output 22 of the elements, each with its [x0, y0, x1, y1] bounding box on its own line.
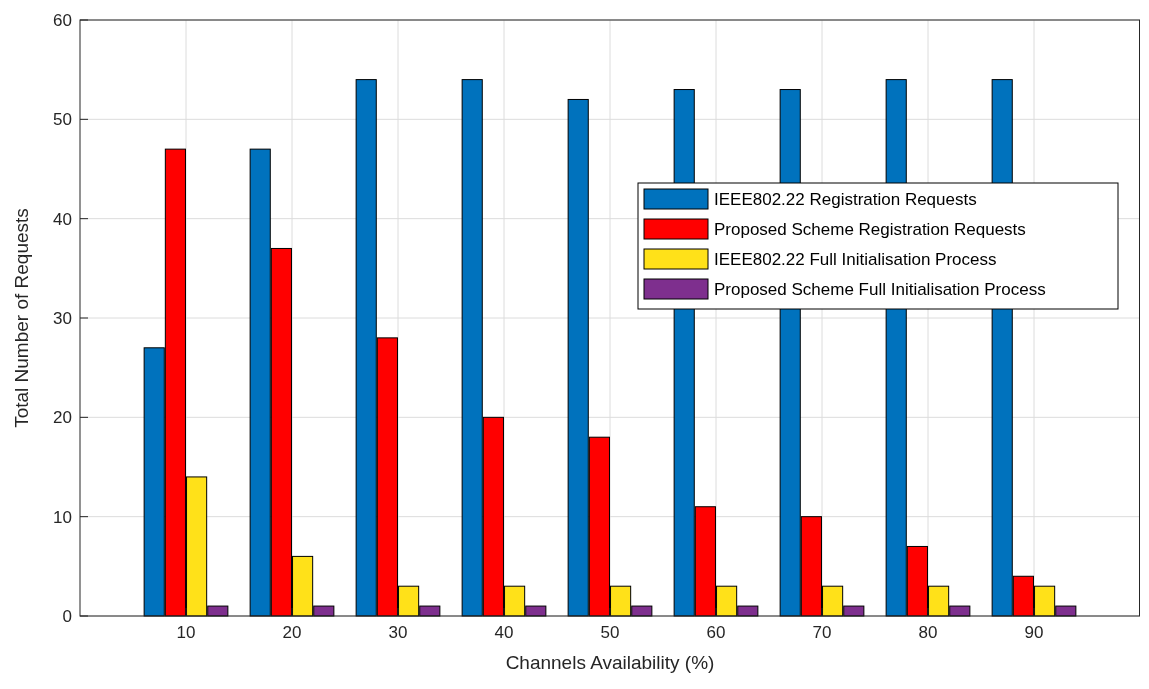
x-tick-label: 30 [388, 623, 408, 642]
legend-label: IEEE802.22 Registration Requests [714, 190, 977, 209]
y-tick-label: 10 [53, 507, 72, 527]
legend-label: Proposed Scheme Registration Requests [714, 220, 1026, 239]
x-tick-label: 60 [706, 623, 726, 642]
x-tick-label: 20 [282, 623, 302, 642]
y-tick-label: 50 [53, 110, 72, 130]
x-axis-title: Channels Availability (%) [505, 652, 715, 673]
y-tick-label: 0 [62, 607, 72, 626]
x-tick-label: 40 [494, 623, 514, 642]
legend-label: IEEE802.22 Full Initialisation Process [714, 250, 997, 269]
y-tick-label: 40 [53, 209, 72, 229]
x-tick-label: 10 [176, 623, 196, 642]
y-tick-label: 30 [53, 309, 72, 328]
x-tick-label: 90 [1024, 623, 1044, 642]
y-axis-title: Total Number of Requests [11, 208, 32, 428]
y-tick-label: 20 [53, 408, 72, 428]
x-tick-label: 70 [812, 623, 832, 642]
legend-label: Proposed Scheme Full Initialisation Process [714, 280, 1046, 299]
x-tick-label: 80 [918, 623, 938, 642]
x-tick-label: 50 [600, 623, 620, 642]
y-tick-label: 60 [53, 11, 72, 30]
